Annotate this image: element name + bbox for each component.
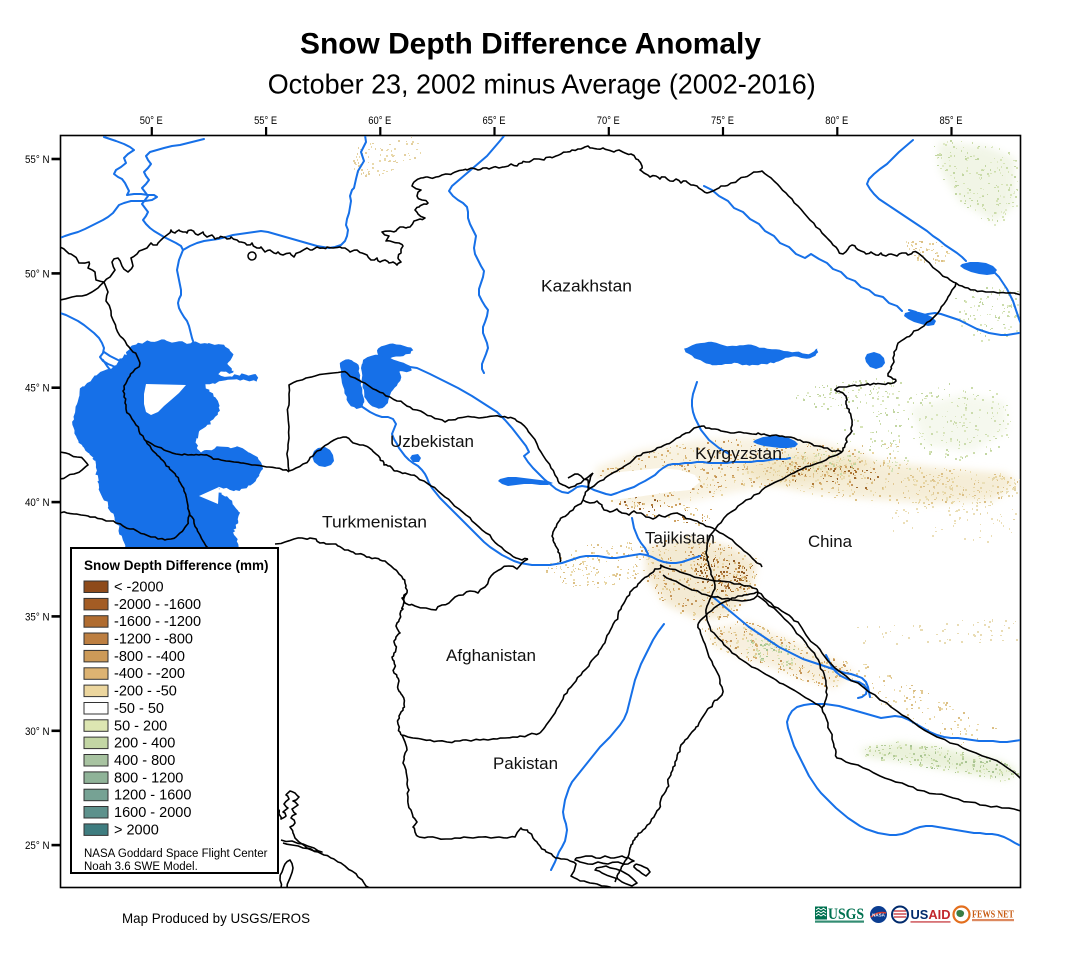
- svg-text:NASA: NASA: [872, 913, 886, 918]
- svg-text:25° N: 25° N: [25, 840, 50, 852]
- svg-text:1600 - 2000: 1600 - 2000: [114, 805, 191, 821]
- svg-text:October 23, 2002 minus Average: October 23, 2002 minus Average (2002-201…: [268, 69, 816, 100]
- svg-text:-1600 - -1200: -1600 - -1200: [114, 614, 201, 630]
- svg-text:45° N: 45° N: [25, 383, 50, 395]
- svg-text:35° N: 35° N: [25, 611, 50, 623]
- svg-text:-400 - -200: -400 - -200: [114, 666, 185, 682]
- svg-text:> 2000: > 2000: [114, 822, 159, 838]
- svg-text:-800 - -400: -800 - -400: [114, 649, 185, 665]
- svg-text:-2000 - -1600: -2000 - -1600: [114, 597, 201, 613]
- svg-text:China: China: [808, 533, 853, 551]
- svg-text:70° E: 70° E: [597, 115, 620, 127]
- svg-text:USAID: USAID: [911, 907, 951, 922]
- svg-text:< -2000: < -2000: [114, 580, 164, 596]
- svg-text:Tajikistan: Tajikistan: [645, 530, 715, 548]
- svg-text:80° E: 80° E: [825, 115, 848, 127]
- svg-text:50° N: 50° N: [25, 268, 50, 280]
- svg-text:50° E: 50° E: [140, 115, 163, 127]
- svg-text:FEWS NET: FEWS NET: [972, 910, 1014, 921]
- svg-text:Map Produced by USGS/EROS: Map Produced by USGS/EROS: [122, 910, 310, 926]
- svg-text:400 - 800: 400 - 800: [114, 753, 175, 769]
- svg-text:200 - 400: 200 - 400: [114, 736, 175, 752]
- svg-text:Uzbekistan: Uzbekistan: [390, 433, 474, 451]
- svg-text:USGS: USGS: [828, 906, 864, 923]
- svg-text:1200 - 1600: 1200 - 1600: [114, 788, 191, 804]
- svg-text:Kyrgyzstan: Kyrgyzstan: [695, 445, 782, 463]
- svg-text:Snow Depth Difference Anomaly: Snow Depth Difference Anomaly: [300, 28, 761, 61]
- svg-text:-1200 - -800: -1200 - -800: [114, 632, 193, 648]
- svg-text:NASA Goddard Space Flight Cent: NASA Goddard Space Flight Center: [84, 848, 268, 860]
- svg-text:-200 - -50: -200 - -50: [114, 684, 177, 700]
- svg-text:800 - 1200: 800 - 1200: [114, 770, 183, 786]
- svg-text:-50 - 50: -50 - 50: [114, 701, 164, 717]
- svg-text:Kazakhstan: Kazakhstan: [541, 278, 632, 296]
- svg-text:Noah 3.6 SWE Model.: Noah 3.6 SWE Model.: [84, 861, 198, 873]
- svg-text:75° E: 75° E: [711, 115, 734, 127]
- svg-text:30° N: 30° N: [25, 726, 50, 738]
- svg-text:Snow Depth Difference (mm): Snow Depth Difference (mm): [84, 558, 269, 573]
- svg-text:65° E: 65° E: [483, 115, 506, 127]
- svg-text:55° N: 55° N: [25, 154, 50, 166]
- svg-text:50 - 200: 50 - 200: [114, 718, 167, 734]
- svg-text:Turkmenistan: Turkmenistan: [322, 514, 427, 532]
- svg-text:Pakistan: Pakistan: [493, 755, 558, 773]
- svg-text:Afghanistan: Afghanistan: [446, 647, 536, 665]
- svg-text:60° E: 60° E: [368, 115, 391, 127]
- svg-text:40° N: 40° N: [25, 497, 50, 509]
- svg-text:55° E: 55° E: [254, 115, 277, 127]
- svg-text:85° E: 85° E: [940, 115, 963, 127]
